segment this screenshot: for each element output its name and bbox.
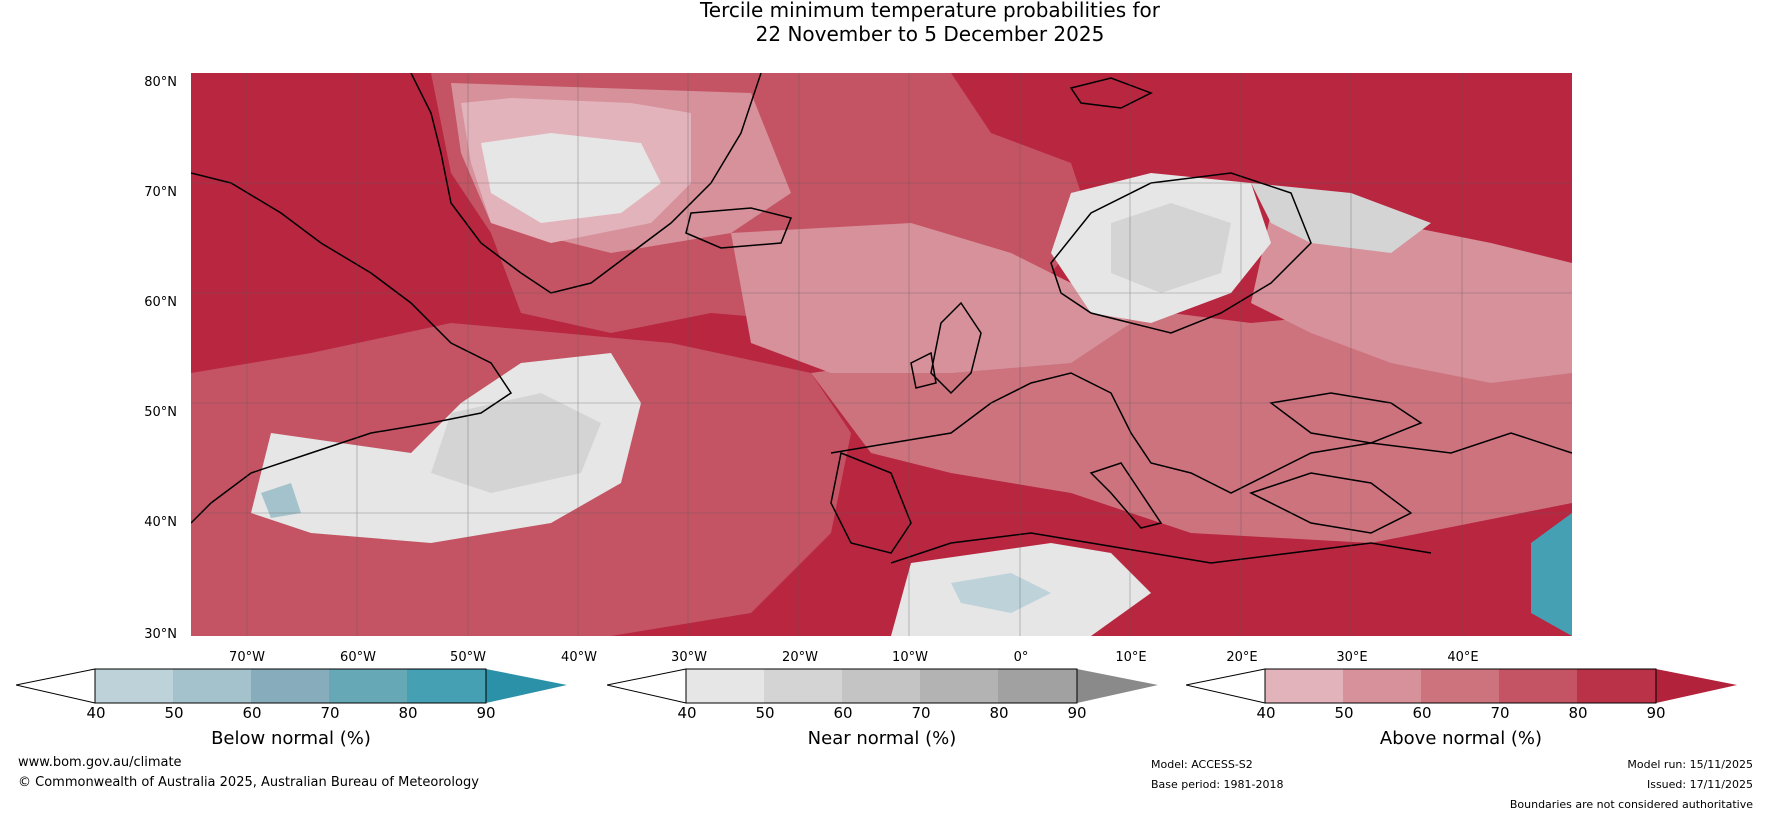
cb1-bin-40 (95, 669, 173, 703)
coast-britain (930, 301, 982, 395)
cb1-tick-40: 40 (86, 704, 106, 722)
lat-label-50n: 50°N (144, 405, 177, 420)
cb1-tick-80: 80 (398, 704, 418, 722)
cb1-tick-50: 50 (164, 704, 184, 722)
lon-label-10w: 10°W (892, 650, 928, 665)
cb2-bin-60 (842, 669, 920, 703)
lon-label-20w: 20°W (782, 650, 818, 665)
cb2-bin-70 (920, 669, 998, 703)
lon-label-0: 0° (1013, 650, 1029, 665)
region-below-40 (951, 573, 1051, 613)
footer-model: Model: ACCESS-S2 (1151, 758, 1253, 771)
cb3-tick-90: 90 (1646, 704, 1666, 722)
region-below-50 (261, 483, 301, 518)
lat-label-80n: 80°N (144, 75, 177, 90)
cb2-tick-60: 60 (833, 704, 853, 722)
cb3-bin-80 (1577, 669, 1656, 703)
coast-iceland (685, 207, 793, 249)
lon-label-40w: 40°W (561, 650, 597, 665)
cb1-tick-70: 70 (320, 704, 340, 722)
lon-label-70w: 70°W (229, 650, 265, 665)
cb1-bin-70 (329, 669, 407, 703)
cb1-over (486, 669, 567, 703)
cb3-tick-60: 60 (1412, 704, 1432, 722)
cb1-bin-80 (407, 669, 486, 703)
cb1-bin-60 (251, 669, 329, 703)
cb3-label: Above normal (%) (1379, 728, 1543, 749)
cb1-bin-50 (173, 669, 251, 703)
cb2-label: Near normal (%) (807, 728, 957, 749)
lon-label-30e: 30°E (1336, 650, 1368, 665)
coast-north-africa (890, 532, 1432, 564)
footer-issued: Issued: 17/11/2025 (1646, 778, 1753, 791)
lon-label-20e: 20°E (1226, 650, 1258, 665)
lat-label-30n: 30°N (144, 627, 177, 642)
cb3-bin-70 (1499, 669, 1577, 703)
coast-iberia (830, 451, 912, 554)
cb1-label: Below normal (%) (211, 728, 371, 749)
footer-base-period: Base period: 1981-2018 (1151, 778, 1284, 791)
probability-map (191, 73, 1572, 636)
lon-label-40e: 40°E (1447, 650, 1479, 665)
colorbar-above-normal (1186, 668, 1737, 704)
coast-svalbard (1069, 77, 1153, 109)
cb3-tick-50: 50 (1334, 704, 1354, 722)
title-line-2: 22 November to 5 December 2025 (755, 22, 1105, 46)
cb3-bin-60 (1421, 669, 1499, 703)
cb2-under (607, 668, 687, 704)
region-near-50c (1251, 183, 1431, 253)
lat-label-70n: 70°N (144, 185, 177, 200)
chart-title: Tercile minimum temperature probabilitie… (0, 0, 1770, 46)
coast-italy (1089, 462, 1163, 529)
cb2-bin-80 (998, 669, 1077, 703)
cb3-tick-70: 70 (1490, 704, 1510, 722)
colorbar-below-normal (16, 668, 567, 704)
lat-label-40n: 40°N (144, 515, 177, 530)
cb1-tick-60: 60 (242, 704, 262, 722)
region-near-50 (431, 393, 601, 493)
region-below-80 (1531, 513, 1572, 636)
gridlines (191, 73, 1572, 636)
coast-north-america (191, 172, 513, 524)
cb2-tick-90: 90 (1067, 704, 1087, 722)
cb3-under (1186, 668, 1266, 704)
cb3-tick-40: 40 (1256, 704, 1276, 722)
region-above-50b (731, 223, 1131, 373)
footer-url: www.bom.gov.au/climate (18, 755, 182, 770)
cb2-tick-50: 50 (755, 704, 775, 722)
cb3-bin-50 (1343, 669, 1421, 703)
map-svg (191, 73, 1572, 636)
colorbar-near-normal (607, 668, 1158, 704)
region-above-50c (1251, 213, 1572, 383)
cb2-tick-70: 70 (911, 704, 931, 722)
lon-label-60w: 60°W (340, 650, 376, 665)
footer-copyright: © Commonwealth of Australia 2025, Austra… (18, 775, 479, 790)
cb2-bin-40 (686, 669, 764, 703)
cb2-bin-50 (764, 669, 842, 703)
region-near-50b (1111, 203, 1231, 293)
cb3-tick-80: 80 (1568, 704, 1588, 722)
lat-label-60n: 60°N (144, 295, 177, 310)
cb2-over (1077, 669, 1158, 703)
lon-label-10e: 10°E (1115, 650, 1147, 665)
footer-model-run: Model run: 15/11/2025 (1627, 758, 1753, 771)
cb2-tick-80: 80 (989, 704, 1009, 722)
footer-disclaimer: Boundaries are not considered authoritat… (1509, 798, 1753, 811)
lon-label-50w: 50°W (450, 650, 486, 665)
cb3-over (1656, 669, 1737, 703)
cb3-bin-40 (1265, 669, 1343, 703)
lon-label-30w: 30°W (671, 650, 707, 665)
title-line-1: Tercile minimum temperature probabilitie… (699, 0, 1161, 22)
coast-europe-south (830, 372, 1572, 494)
cb1-tick-90: 90 (476, 704, 496, 722)
coast-ireland (910, 351, 937, 389)
coast-black-sea (1269, 392, 1423, 444)
cb2-tick-40: 40 (677, 704, 697, 722)
region-near-40 (481, 133, 661, 223)
cb1-under (16, 668, 96, 704)
